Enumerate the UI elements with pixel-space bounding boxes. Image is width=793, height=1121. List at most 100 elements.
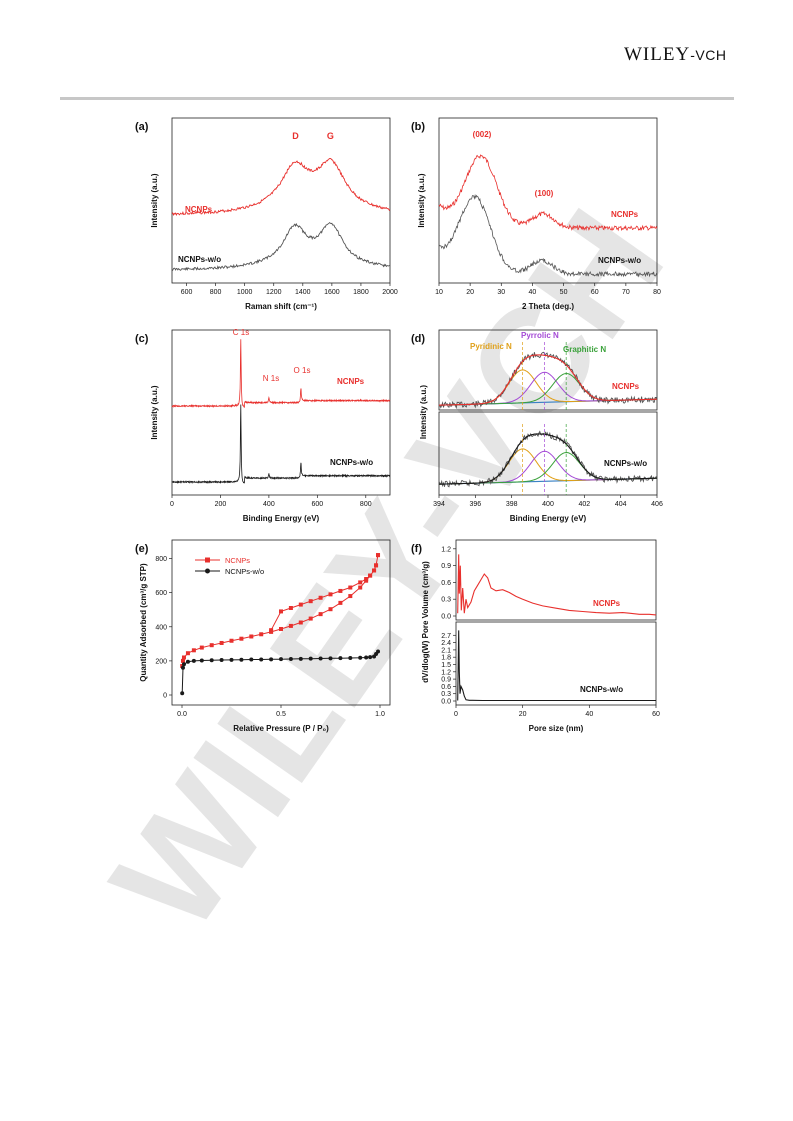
- panel-f-ylabel: dV/dlog(W) Pore Volume (cm³/g): [421, 561, 430, 683]
- panel-e-legend-label-1: NCNPs-w/o: [225, 567, 264, 576]
- panel-e-point-1-20: [348, 655, 353, 660]
- panel-b-series-0: [438, 154, 658, 232]
- panel-d-envelope-1: [439, 433, 657, 485]
- panel-f-ytick-label-top: 0.9: [441, 563, 451, 570]
- panel-e-point-0-36: [318, 595, 323, 600]
- panel-a-series-1: [171, 221, 391, 272]
- panel-d-xtick-label: 396: [469, 501, 481, 508]
- panel-b-xtick-label: 70: [622, 289, 630, 296]
- panel-d-xtick-label: 394: [433, 501, 445, 508]
- panel-e-point-1-3: [185, 659, 190, 664]
- panel-e-point-0-32: [358, 580, 363, 585]
- panel-d-xtick-label: 402: [578, 501, 590, 508]
- panel-d-xtick-label: 406: [651, 501, 663, 508]
- panel-a-xtick-label: 1800: [353, 289, 369, 296]
- panel-e-point-1-23: [368, 655, 373, 660]
- panel-f-frame-bottom: [455, 621, 657, 706]
- panel-e-point-1-1: [180, 665, 185, 670]
- panel-a-annotation-0: D: [292, 131, 299, 141]
- panel-e-point-0-5: [199, 645, 204, 650]
- panel-b-xtick-label: 60: [591, 289, 599, 296]
- panel-a-ylabel: Intensity (a.u.): [150, 173, 159, 228]
- panel-f-ytick-label-top: 0.0: [441, 614, 451, 621]
- panel-d-ylabel: Intensity (a.u.): [419, 385, 428, 440]
- panel-e-point-1-26: [376, 649, 381, 654]
- panel-e-point-0-15: [298, 620, 303, 625]
- panel-e-point-1-18: [328, 656, 333, 661]
- panel-f-ytick-label-bottom: 1.8: [441, 655, 451, 662]
- panel-e-point-1-6: [209, 658, 214, 663]
- panel-label-f: (f): [411, 543, 422, 555]
- panel-d-annotation-1: Pyrrolic N: [521, 331, 559, 340]
- panel-e-point-0-3: [185, 651, 190, 656]
- panel-c-series-label-ncnps-wo: NCNPs-w/o: [330, 458, 373, 467]
- panel-e-point-0-11: [259, 632, 264, 637]
- panel-a-xtick-label: 800: [210, 289, 222, 296]
- panel-e-point-0-38: [298, 602, 303, 607]
- panel-d-annotation-2: Graphitic N: [563, 345, 606, 354]
- panel-e-point-0-9: [239, 636, 244, 641]
- panel-e-point-1-22: [364, 655, 369, 660]
- panel-e-ytick-label: 600: [155, 590, 167, 597]
- panel-d-xtick-label: 400: [542, 501, 554, 508]
- panel-e-point-0-33: [348, 585, 353, 590]
- panel-e-point-0-28: [374, 563, 379, 568]
- panel-c-xtick-label: 400: [263, 501, 275, 508]
- panel-e-point-0-41: [269, 628, 274, 633]
- panel-f-ytick-label-top: 1.2: [441, 546, 451, 553]
- panel-e-legend-label-0: NCNPs: [225, 556, 250, 565]
- panel-b-frame: [438, 117, 658, 284]
- panel-f-series-label-top: NCNPs: [593, 599, 621, 608]
- panel-e-point-1-17: [318, 656, 323, 661]
- panel-a-xtick-label: 1000: [237, 289, 253, 296]
- panel-f-series-bottom: [457, 630, 656, 702]
- panel-e-point-0-19: [338, 600, 343, 605]
- panel-e-xlabel: Relative Pressure (P / P₀): [233, 724, 329, 733]
- panel-b-xtick-label: 40: [529, 289, 537, 296]
- panel-a-xtick-label: 1600: [324, 289, 340, 296]
- panel-b-series-label-ncnps-wo: NCNPs-w/o: [598, 256, 641, 265]
- panel-e-point-0-40: [279, 609, 283, 614]
- panel-e-point-1-16: [308, 656, 313, 661]
- panel-f-ytick-label-bottom: 0.3: [441, 691, 451, 698]
- panel-e-point-0-21: [358, 585, 363, 590]
- panel-b-xtick-label: 50: [560, 289, 568, 296]
- panel-a-xtick-label: 600: [181, 289, 193, 296]
- panel-e-legend-marker-1: [205, 568, 210, 574]
- panel-d-xlabel: Binding Energy (eV): [510, 514, 587, 523]
- panel-f-ytick-label-bottom: 2.7: [441, 633, 451, 640]
- panel-c-series-1: [171, 404, 391, 485]
- panel-e-point-0-16: [308, 616, 313, 621]
- panel-f-ytick-label-top: 0.3: [441, 597, 451, 604]
- panel-e-point-1-7: [219, 658, 224, 663]
- panel-e-point-0-31: [364, 577, 369, 581]
- panel-a-xtick-label: 1200: [266, 289, 282, 296]
- panel-f-ytick-label-bottom: 1.2: [441, 669, 451, 676]
- panel-e-point-0-17: [318, 612, 323, 617]
- panel-e-point-0-14: [288, 623, 293, 628]
- panel-e-point-0-8: [229, 638, 234, 643]
- panel-f-xtick-label: 40: [585, 711, 593, 718]
- panel-f-ytick-label-top: 0.6: [441, 580, 451, 587]
- panel-a-series-label-ncnps: NCNPs: [185, 205, 213, 214]
- panel-e-point-0-6: [209, 643, 214, 648]
- panel-e-point-0-37: [308, 599, 313, 604]
- panel-c-series-label-ncnps: NCNPs: [337, 377, 365, 386]
- panel-label-b: (b): [411, 121, 425, 133]
- panel-e-point-1-5: [199, 658, 204, 663]
- panel-a-series-label-ncnps-wo: NCNPs-w/o: [178, 255, 221, 264]
- panel-label-d: (d): [411, 333, 425, 345]
- panel-f-ytick-label-bottom: 0.0: [441, 699, 451, 706]
- panel-b-annotation-0: (002): [473, 130, 492, 139]
- panel-b-annotation-1: (100): [535, 189, 554, 198]
- panel-f-ytick-label-bottom: 2.1: [441, 647, 451, 654]
- panel-e-xtick-label: 1.0: [375, 711, 385, 718]
- panel-c-series-0: [171, 339, 391, 409]
- panel-d-annotation-0: Pyridinic N: [470, 342, 512, 351]
- panel-f-ytick-label-bottom: 1.5: [441, 662, 451, 669]
- panel-c-annotation-1: N 1s: [263, 374, 279, 383]
- panel-d-envelope-0: [439, 354, 657, 406]
- panel-e-point-1-0: [180, 691, 185, 696]
- panel-e-point-1-12: [269, 657, 274, 662]
- panel-c-ylabel: Intensity (a.u.): [150, 385, 159, 440]
